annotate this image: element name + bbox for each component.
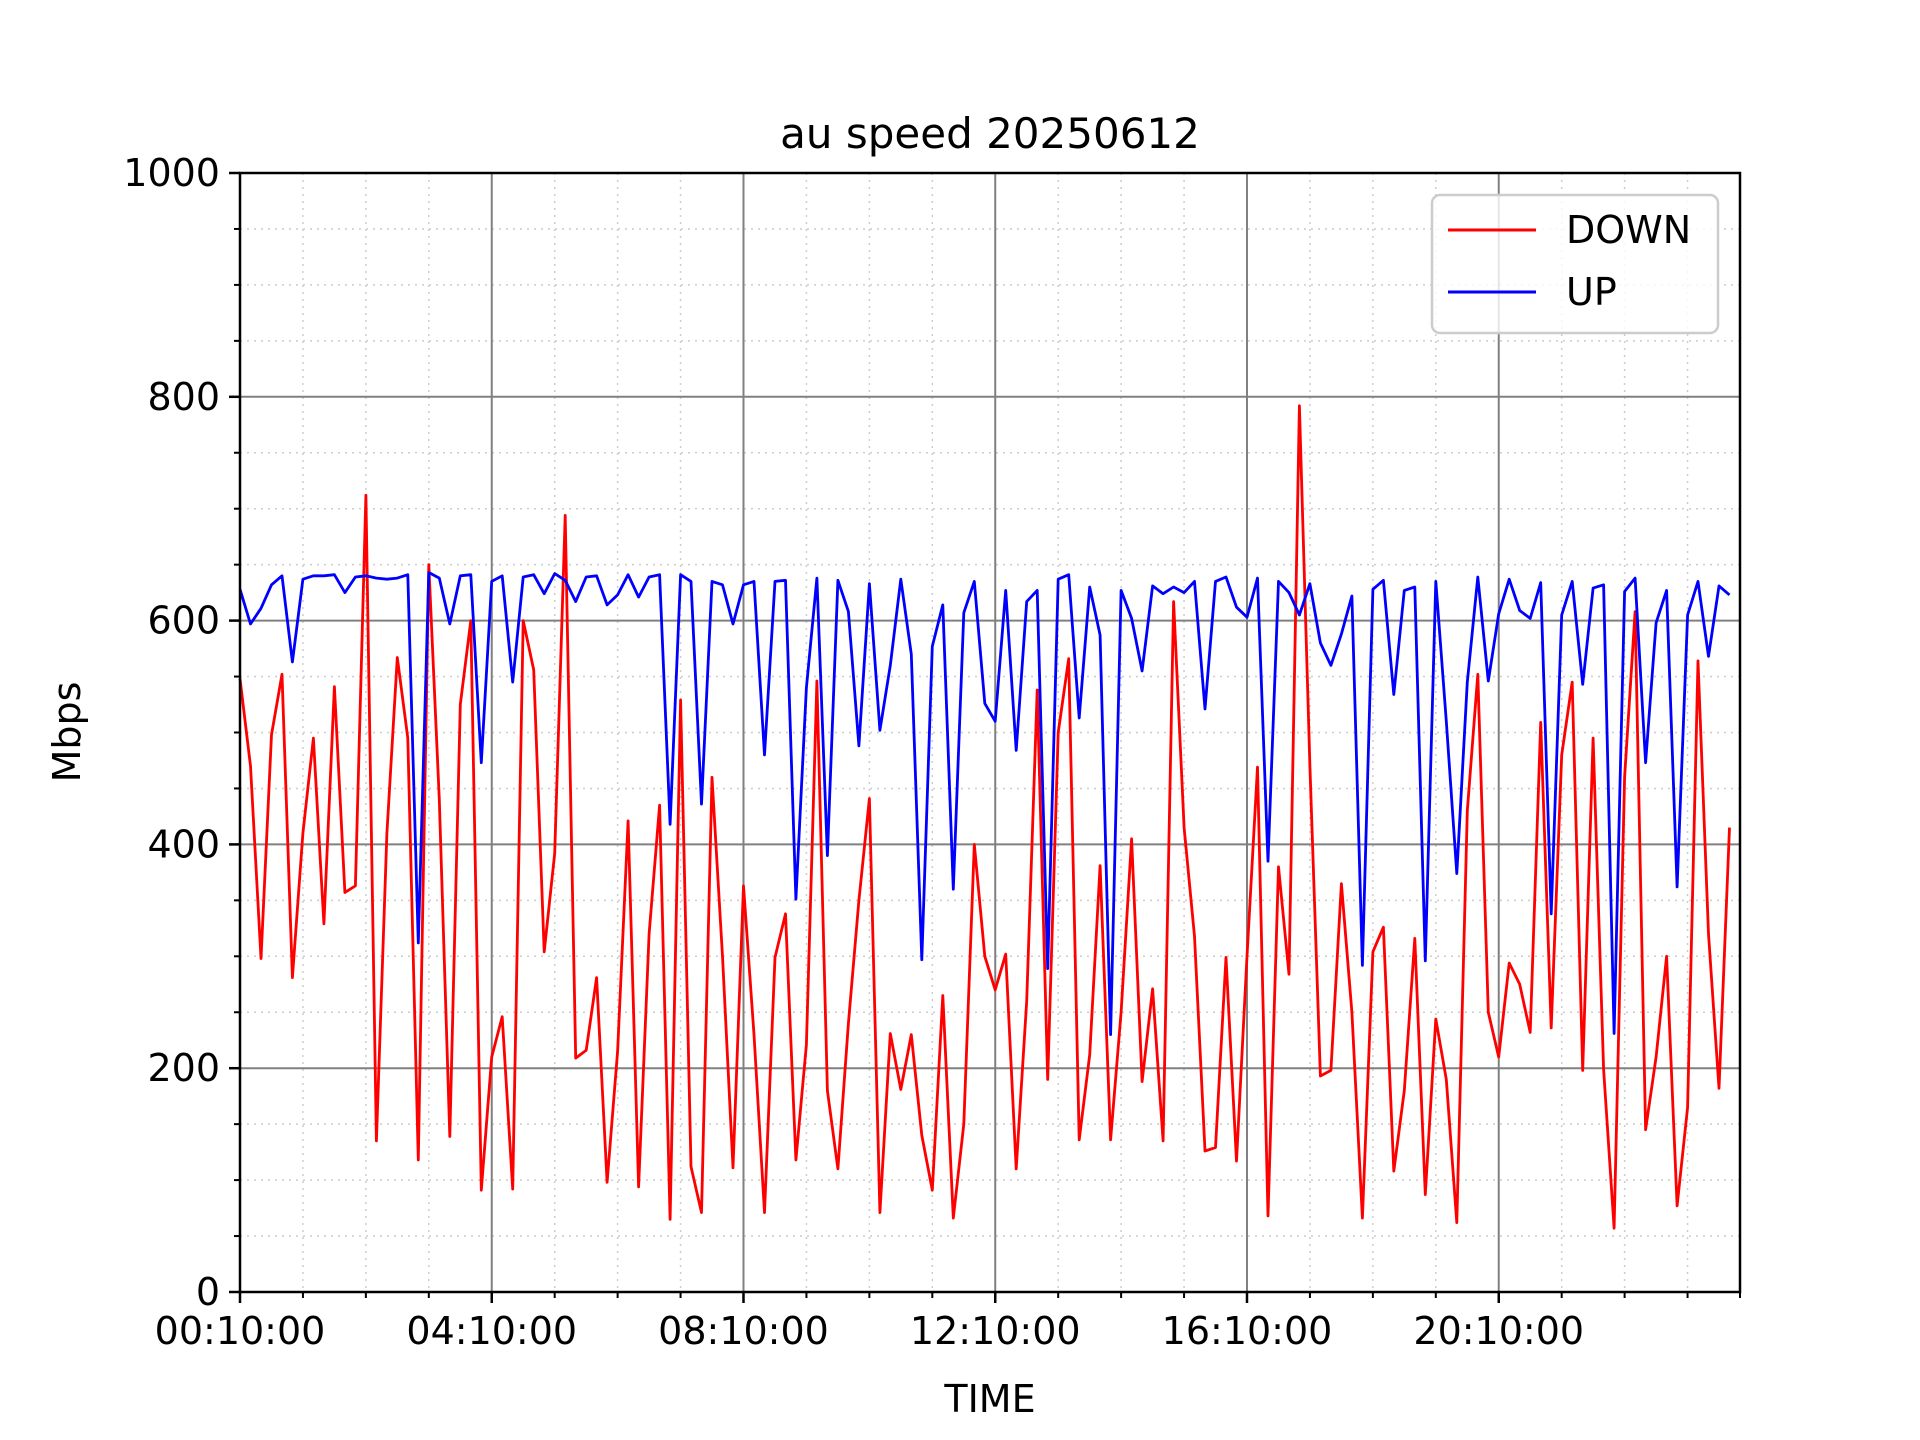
series-line-down xyxy=(238,404,1731,1230)
legend-up-label: UP xyxy=(1566,270,1617,314)
y-tick-label: 800 xyxy=(147,375,220,419)
series-layer xyxy=(238,404,1731,1230)
axis-ticks xyxy=(229,171,1741,1303)
x-axis-label: TIME xyxy=(943,1377,1035,1421)
series-line-up xyxy=(238,571,1731,1036)
x-tick-label: 00:10:00 xyxy=(155,1309,326,1353)
y-tick-label: 1000 xyxy=(123,151,220,195)
legend-down-label: DOWN xyxy=(1566,208,1691,252)
legend: DOWN UP xyxy=(1430,193,1720,335)
x-tick-label: 08:10:00 xyxy=(658,1309,829,1353)
y-tick-label: 400 xyxy=(147,822,220,866)
x-tick-label: 16:10:00 xyxy=(1162,1309,1333,1353)
chart-title: au speed 20250612 xyxy=(780,109,1200,158)
x-tick-label: 20:10:00 xyxy=(1413,1309,1584,1353)
x-tick-label: 04:10:00 xyxy=(406,1309,577,1353)
axis-tick-labels: 0 200 400 600 800 1000 00:10:00 04:10:00 08:10:0… xyxy=(123,151,1584,1353)
y-tick-label: 0 xyxy=(196,1270,220,1314)
x-tick-label: 12:10:00 xyxy=(910,1309,1081,1353)
y-axis-label: Mbps xyxy=(45,682,89,783)
y-tick-label: 200 xyxy=(147,1046,220,1090)
minor-grid xyxy=(240,173,1740,1292)
y-tick-label: 600 xyxy=(147,599,220,643)
